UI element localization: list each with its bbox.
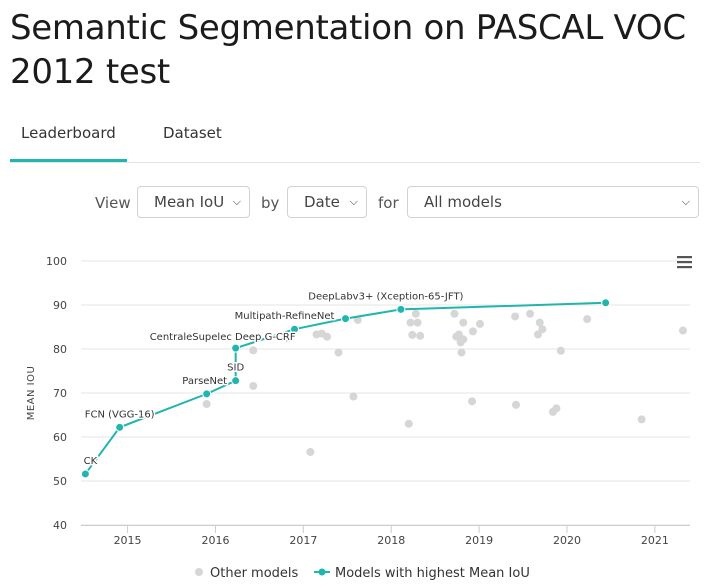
page-title: Semantic Segmentation on PASCAL VOC 2012… bbox=[10, 8, 686, 92]
other-model-point bbox=[512, 400, 520, 409]
y-axis-ticks: 40 50 60 70 80 90 100 bbox=[46, 255, 67, 532]
x-tick-label: 2021 bbox=[641, 534, 669, 547]
by-select[interactable]: Date ⌵ bbox=[287, 186, 367, 218]
other-model-point bbox=[475, 319, 484, 328]
other-model-point bbox=[416, 331, 425, 340]
y-tick-label: 50 bbox=[53, 475, 67, 488]
other-model-point bbox=[678, 326, 687, 335]
x-tick-label: 2017 bbox=[289, 534, 317, 547]
other-model-point bbox=[535, 318, 544, 327]
other-model-point bbox=[533, 330, 542, 339]
other-model-point bbox=[459, 335, 468, 344]
other-model-point bbox=[457, 348, 466, 357]
best-model-point bbox=[231, 376, 241, 386]
legend-best-label[interactable]: Models with highest Mean IoU bbox=[335, 566, 530, 581]
other-model-point bbox=[353, 315, 362, 324]
x-tick-label: 2016 bbox=[201, 534, 229, 547]
by-select-value: Date bbox=[304, 193, 340, 211]
other-model-point bbox=[450, 309, 459, 318]
view-select-value: Mean IoU bbox=[154, 193, 225, 211]
best-model-point bbox=[231, 343, 241, 353]
other-model-point bbox=[202, 400, 211, 408]
other-model-point bbox=[552, 404, 561, 413]
chart-legend: Other models Models with highest Mean Io… bbox=[195, 566, 530, 581]
other-model-point bbox=[408, 330, 417, 339]
other-model-point bbox=[334, 348, 343, 357]
view-label: View bbox=[95, 194, 131, 212]
other-model-point bbox=[411, 309, 420, 318]
for-select-value: All models bbox=[424, 193, 502, 211]
other-model-point bbox=[526, 309, 535, 318]
y-axis-title: MEAN IOU bbox=[26, 366, 37, 421]
other-model-point bbox=[511, 312, 520, 321]
other-model-point bbox=[413, 318, 422, 327]
other-model-point bbox=[283, 334, 292, 342]
point-label: SID bbox=[227, 363, 244, 374]
x-tick-label: 2020 bbox=[553, 534, 581, 547]
point-label: FCN (VGG-16) bbox=[85, 409, 155, 420]
y-tick-label: 80 bbox=[53, 343, 67, 356]
hamburger-menu-icon[interactable] bbox=[674, 254, 696, 274]
best-model-point bbox=[396, 304, 406, 314]
best-model-point bbox=[290, 324, 300, 334]
best-model-point bbox=[202, 389, 212, 399]
other-model-point bbox=[404, 419, 413, 428]
y-tick-label: 100 bbox=[46, 255, 67, 268]
other-model-point bbox=[583, 315, 592, 324]
other-model-point bbox=[249, 381, 258, 390]
point-label: CK bbox=[84, 456, 98, 467]
chart-gridlines bbox=[81, 260, 690, 526]
other-model-point bbox=[556, 346, 565, 355]
other-models-points bbox=[202, 309, 687, 456]
chevron-down-icon: ⌵ bbox=[349, 195, 358, 208]
other-model-point bbox=[406, 318, 415, 327]
other-model-point bbox=[306, 447, 315, 456]
chevron-down-icon: ⌵ bbox=[681, 195, 690, 208]
legend-best-marker bbox=[318, 568, 326, 576]
tab-leaderboard[interactable]: Leaderboard bbox=[21, 124, 116, 142]
other-model-point bbox=[538, 325, 547, 334]
point-label: DeepLabv3+ (Xception-65-JFT) bbox=[308, 291, 463, 302]
best-model-point bbox=[341, 314, 351, 324]
view-select[interactable]: Mean IoU ⌵ bbox=[137, 186, 250, 218]
tab-dataset[interactable]: Dataset bbox=[163, 124, 222, 142]
y-tick-label: 60 bbox=[53, 431, 67, 444]
best-model-point bbox=[80, 469, 90, 479]
chevron-down-icon: ⌵ bbox=[232, 195, 241, 208]
y-tick-label: 90 bbox=[53, 299, 67, 312]
by-label: by bbox=[261, 194, 280, 212]
y-tick-label: 40 bbox=[53, 519, 67, 532]
other-model-point bbox=[459, 318, 468, 327]
for-label: for bbox=[378, 194, 399, 212]
x-tick-label: 2015 bbox=[114, 534, 142, 547]
point-label: Multipath-RefineNet bbox=[235, 311, 335, 322]
legend-other-marker bbox=[195, 568, 203, 576]
other-model-point bbox=[468, 327, 477, 336]
y-tick-label: 70 bbox=[53, 387, 67, 400]
other-model-point bbox=[249, 346, 258, 355]
legend-other-label[interactable]: Other models bbox=[210, 566, 299, 581]
best-model-point bbox=[115, 422, 125, 432]
best-model-point bbox=[601, 298, 611, 308]
other-model-point bbox=[468, 397, 477, 406]
other-model-point bbox=[349, 392, 358, 401]
point-label: CentraleSupelec Deep G-CRF bbox=[150, 332, 296, 343]
for-select[interactable]: All models ⌵ bbox=[407, 186, 699, 218]
leaderboard-chart: 40 50 60 70 80 90 100 2015 2016 2017 2018 2019 2020… bbox=[26, 254, 696, 581]
point-label: ParseNet bbox=[182, 376, 227, 387]
active-tab-indicator bbox=[10, 159, 127, 162]
x-axis: 2015 2016 2017 2018 2019 2020 2021 bbox=[81, 525, 690, 547]
other-model-point bbox=[637, 415, 646, 424]
tab-bar: Leaderboard Dataset bbox=[10, 118, 700, 163]
best-models-line bbox=[84, 301, 606, 475]
x-tick-label: 2019 bbox=[465, 534, 493, 547]
other-model-point bbox=[323, 332, 332, 341]
best-models-points bbox=[80, 298, 611, 479]
x-tick-label: 2018 bbox=[377, 534, 405, 547]
